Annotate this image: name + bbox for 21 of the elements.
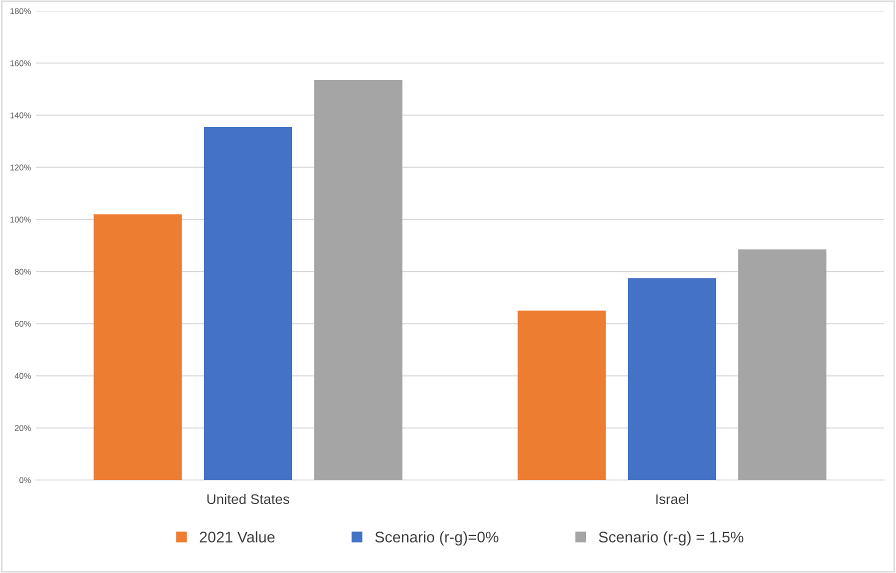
y-tick-label: 60% bbox=[14, 320, 31, 327]
y-tick-label: 20% bbox=[14, 425, 31, 431]
y-tick-label: 0% bbox=[19, 477, 31, 484]
y-tick-label: 140% bbox=[10, 112, 31, 118]
y-tick-label: 100% bbox=[10, 216, 31, 223]
legend-label: Scenario (r-g)=0% bbox=[375, 531, 498, 546]
y-tick-label: 160% bbox=[10, 60, 31, 66]
legend-label: Scenario (r-g) = 1.5% bbox=[598, 531, 744, 546]
bar bbox=[94, 214, 182, 480]
y-tick-label: 40% bbox=[14, 372, 31, 379]
y-tick-label: 180% bbox=[10, 8, 31, 14]
bar bbox=[738, 249, 826, 480]
x-tick-label: United States bbox=[207, 494, 290, 504]
legend-label: 2021 Value bbox=[200, 531, 275, 542]
bar bbox=[628, 278, 716, 480]
bar bbox=[518, 310, 606, 480]
x-tick-label: Israel bbox=[656, 494, 688, 504]
bar bbox=[314, 80, 402, 480]
y-tick-label: 120% bbox=[10, 164, 31, 170]
bar bbox=[204, 126, 292, 480]
y-tick-label: 80% bbox=[14, 268, 31, 275]
